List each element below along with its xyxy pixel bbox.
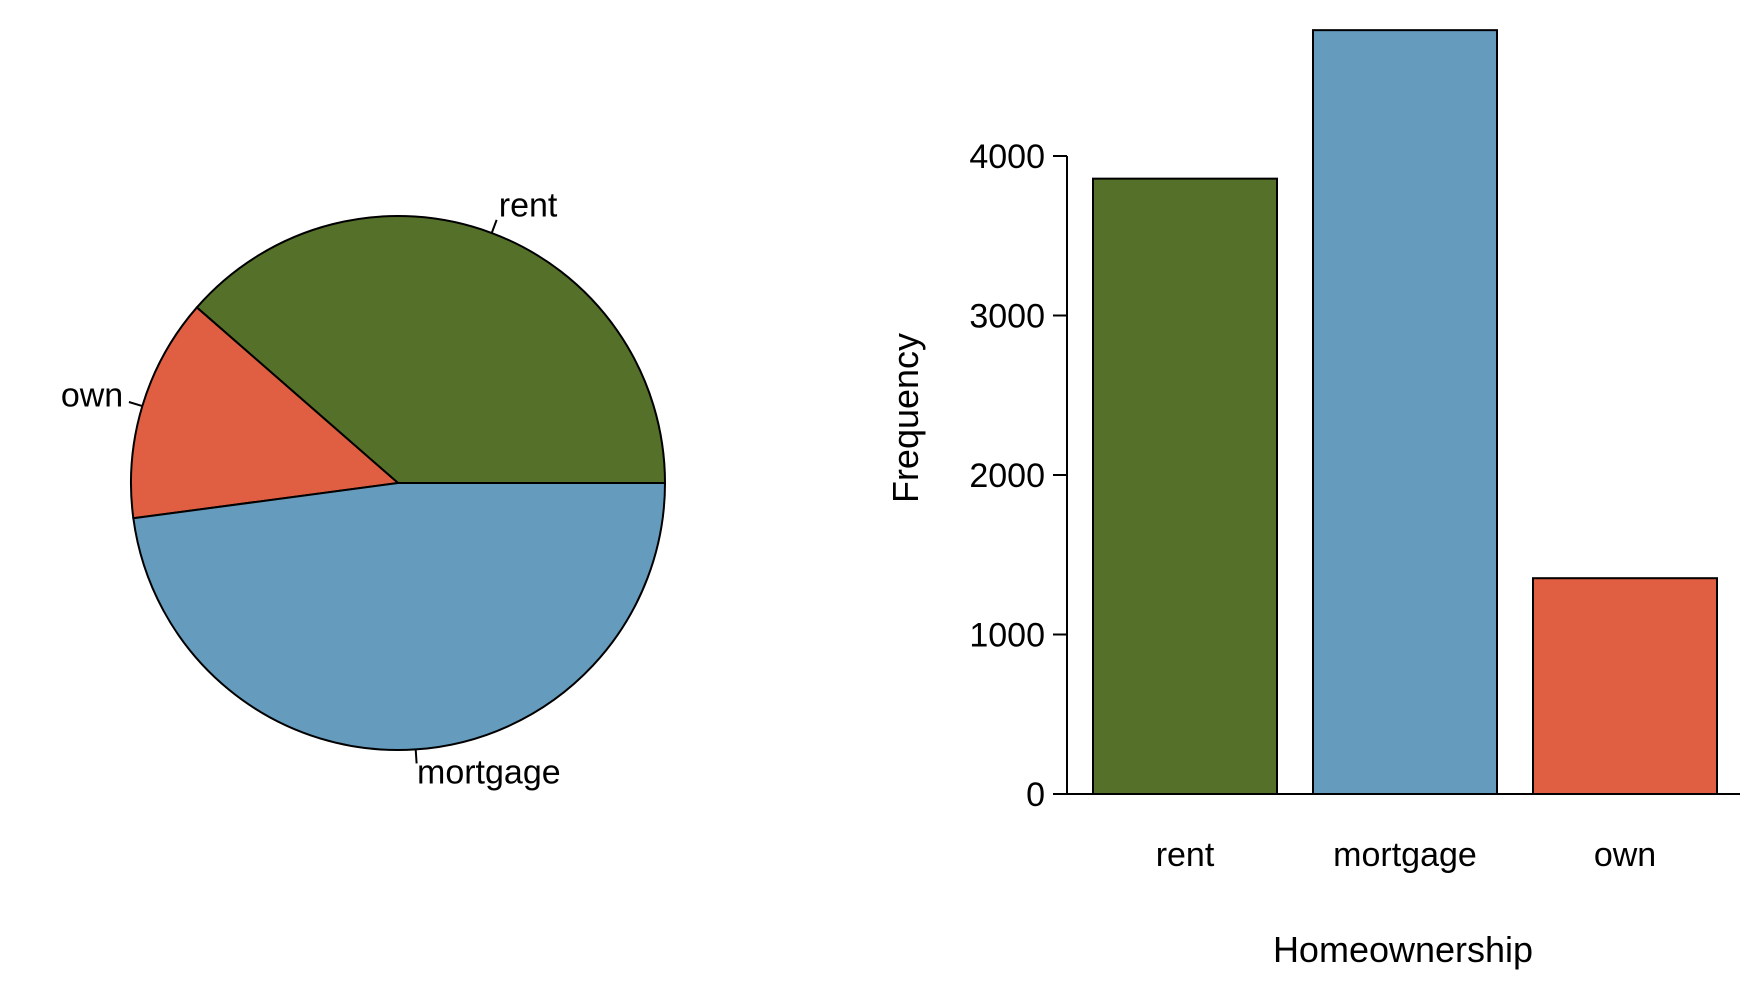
bar-mortgage — [1312, 29, 1498, 795]
bar-chart: 0 1000 2000 3000 4000 rent mortgage own Freque… — [885, 29, 1740, 970]
bar-rent — [1092, 177, 1278, 795]
pie-slice-rent — [195, 215, 667, 484]
y-tick-label: 0 — [1026, 776, 1045, 814]
y-tick-label: 3000 — [969, 298, 1045, 336]
bar-group — [1092, 29, 1718, 796]
pie-leader-own — [128, 401, 143, 407]
x-tick-labels: rent mortgage own — [1156, 836, 1656, 874]
x-tick-label-rent: rent — [1156, 836, 1215, 874]
x-tick-label-own: own — [1594, 836, 1656, 874]
bar-own — [1532, 577, 1718, 796]
y-tick-label: 2000 — [969, 457, 1045, 495]
pie-slice-own — [130, 306, 401, 520]
y-tick-label: 1000 — [969, 617, 1045, 655]
y-ticks: 0 1000 2000 3000 4000 — [969, 138, 1067, 814]
pie-label-mortgage: mortgage — [417, 753, 561, 791]
pie-leader-rent — [490, 219, 498, 234]
pie-label-own: own — [61, 377, 123, 415]
x-tick-label-mortgage: mortgage — [1333, 836, 1477, 874]
y-axis-title: Frequency — [885, 333, 926, 503]
pie-slice-mortgage — [132, 482, 667, 751]
pie-chart: rent own mortgage — [61, 187, 667, 791]
pie-leader-mortgage — [414, 749, 418, 764]
y-tick-label: 4000 — [969, 138, 1045, 176]
x-axis-title: Homeownership — [1273, 929, 1533, 970]
pie-label-rent: rent — [499, 187, 558, 225]
